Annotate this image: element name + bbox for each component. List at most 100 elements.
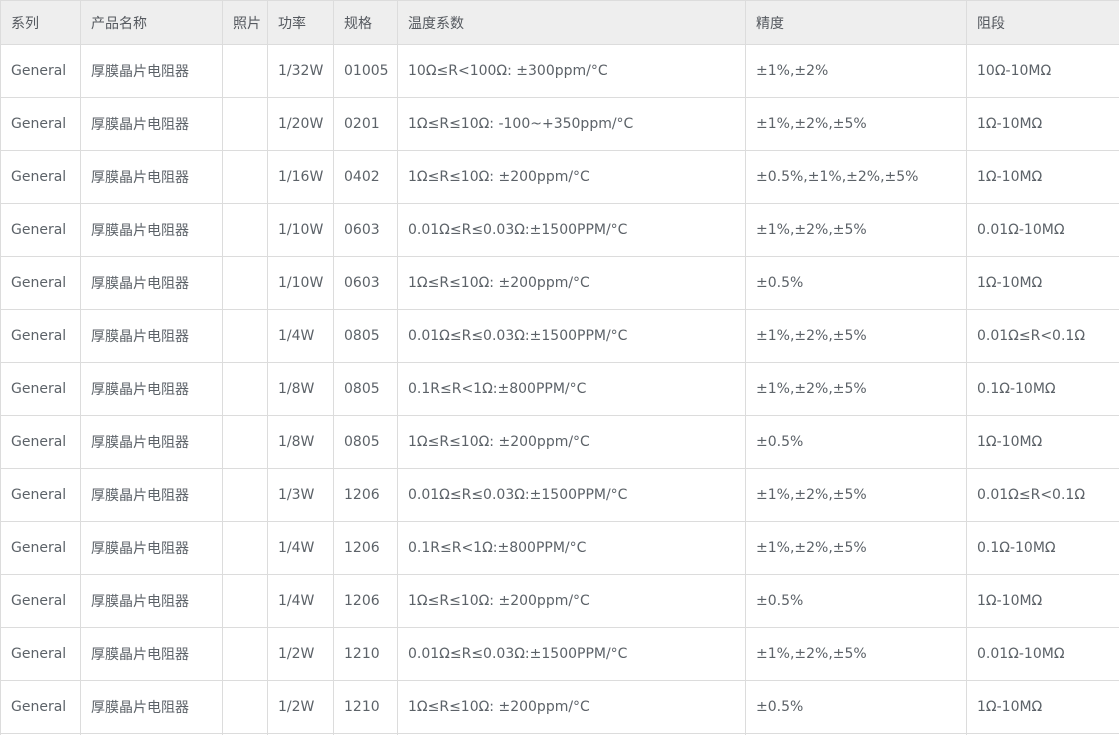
cell-range: 1Ω-10MΩ: [966, 97, 1119, 151]
cell-series: General: [0, 256, 81, 310]
cell-power: 1/3W: [267, 468, 334, 522]
cell-spec: 1206: [333, 468, 398, 522]
cell-precision: ±1%,±2%,±5%: [745, 362, 967, 416]
cell-precision: ±0.5%: [745, 680, 967, 734]
cell-spec: 1210: [333, 627, 398, 681]
table-body: General 厚膜晶片电阻器 1/32W 01005 10Ω≤R<100Ω: ±300…: [0, 44, 1119, 735]
cell-photo: [222, 362, 268, 416]
table-row: General 厚膜晶片电阻器 1/10W 0603 0.01Ω≤R≤0.03Ω:±15…: [0, 203, 1119, 257]
cell-product: 厚膜晶片电阻器: [80, 468, 223, 522]
table-row: General 厚膜晶片电阻器 1/20W 0201 1Ω≤R≤10Ω: -100~+3…: [0, 97, 1119, 151]
cell-precision: ±1%,±2%,±5%: [745, 468, 967, 522]
cell-temp_coeff: 0.1R≤R<1Ω:±800PPM/°C: [397, 521, 746, 575]
column-header-spec: 规格: [333, 0, 398, 45]
cell-temp_coeff: 0.01Ω≤R≤0.03Ω:±1500PPM/°C: [397, 309, 746, 363]
cell-series: General: [0, 415, 81, 469]
cell-product: 厚膜晶片电阻器: [80, 415, 223, 469]
cell-spec: 1206: [333, 521, 398, 575]
cell-photo: [222, 521, 268, 575]
cell-precision: ±1%,±2%,±5%: [745, 309, 967, 363]
cell-product: 厚膜晶片电阻器: [80, 203, 223, 257]
cell-range: 0.01Ω-10MΩ: [966, 627, 1119, 681]
cell-series: General: [0, 574, 81, 628]
cell-temp_coeff: 0.01Ω≤R≤0.03Ω:±1500PPM/°C: [397, 627, 746, 681]
cell-photo: [222, 44, 268, 98]
cell-product: 厚膜晶片电阻器: [80, 521, 223, 575]
cell-series: General: [0, 97, 81, 151]
column-header-range: 阻段: [966, 0, 1119, 45]
cell-photo: [222, 627, 268, 681]
cell-temp_coeff: 1Ω≤R≤10Ω: ±200ppm/°C: [397, 574, 746, 628]
cell-range: 0.1Ω-10MΩ: [966, 362, 1119, 416]
cell-precision: ±0.5%: [745, 415, 967, 469]
cell-photo: [222, 203, 268, 257]
cell-series: General: [0, 150, 81, 204]
cell-series: General: [0, 627, 81, 681]
cell-photo: [222, 680, 268, 734]
cell-series: General: [0, 362, 81, 416]
table-row-cutoff: [0, 733, 1119, 735]
table-row: General 厚膜晶片电阻器 1/10W 0603 1Ω≤R≤10Ω: ±200ppm…: [0, 256, 1119, 310]
cell-power: 1/2W: [267, 627, 334, 681]
cell-power: 1/10W: [267, 203, 334, 257]
cell-power: 1/4W: [267, 574, 334, 628]
cell-photo: [222, 415, 268, 469]
cell-product: 厚膜晶片电阻器: [80, 97, 223, 151]
cell-series: General: [0, 680, 81, 734]
cell-power: 1/4W: [267, 309, 334, 363]
cell-photo: [222, 256, 268, 310]
cell-product: 厚膜晶片电阻器: [80, 256, 223, 310]
cell-temp_coeff: 0.01Ω≤R≤0.03Ω:±1500PPM/°C: [397, 203, 746, 257]
cell-series: General: [0, 468, 81, 522]
cell-product: 厚膜晶片电阻器: [80, 362, 223, 416]
column-header-product: 产品名称: [80, 0, 223, 45]
column-header-precision: 精度: [745, 0, 967, 45]
table-row: General 厚膜晶片电阻器 1/4W 1206 1Ω≤R≤10Ω: ±200ppm/…: [0, 574, 1119, 628]
table-row: General 厚膜晶片电阻器 1/8W 0805 1Ω≤R≤10Ω: ±200ppm/…: [0, 415, 1119, 469]
cell-spec: 0805: [333, 362, 398, 416]
cell-precision: ±1%,±2%: [745, 44, 967, 98]
table-row: General 厚膜晶片电阻器 1/2W 1210 0.01Ω≤R≤0.03Ω:±150…: [0, 627, 1119, 681]
cell-range: 0.01Ω-10MΩ: [966, 203, 1119, 257]
cell-spec: 0805: [333, 415, 398, 469]
cell-precision: ±0.5%: [745, 256, 967, 310]
cell-range: 0.01Ω≤R<0.1Ω: [966, 468, 1119, 522]
cell-power: 1/20W: [267, 97, 334, 151]
cell-spec: 1210: [333, 680, 398, 734]
cell-range: 1Ω-10MΩ: [966, 256, 1119, 310]
cell-power: 1/10W: [267, 256, 334, 310]
cell-product: 厚膜晶片电阻器: [80, 574, 223, 628]
cell-spec: 0603: [333, 256, 398, 310]
cell-product: 厚膜晶片电阻器: [80, 150, 223, 204]
column-header-power: 功率: [267, 0, 334, 45]
cell-temp_coeff: 1Ω≤R≤10Ω: -100~+350ppm/°C: [397, 97, 746, 151]
cell-range: 1Ω-10MΩ: [966, 150, 1119, 204]
column-header-series: 系列: [0, 0, 81, 45]
cell-temp_coeff: 10Ω≤R<100Ω: ±300ppm/°C: [397, 44, 746, 98]
cell-photo: [222, 574, 268, 628]
cell-spec: 0201: [333, 97, 398, 151]
cell-range: 1Ω-10MΩ: [966, 574, 1119, 628]
cell-range: 0.01Ω≤R<0.1Ω: [966, 309, 1119, 363]
table-header: 系列 产品名称 照片 功率 规格 温度系数 精度 阻段: [0, 0, 1119, 45]
cell-product: 厚膜晶片电阻器: [80, 627, 223, 681]
cell-precision: ±1%,±2%,±5%: [745, 627, 967, 681]
table-row: General 厚膜晶片电阻器 1/8W 0805 0.1R≤R<1Ω:±800PPM/…: [0, 362, 1119, 416]
table-row: General 厚膜晶片电阻器 1/32W 01005 10Ω≤R<100Ω: ±300…: [0, 44, 1119, 98]
cell-series: General: [0, 44, 81, 98]
cell-series: General: [0, 203, 81, 257]
header-row: 系列 产品名称 照片 功率 规格 温度系数 精度 阻段: [0, 0, 1119, 45]
cell-product: 厚膜晶片电阻器: [80, 309, 223, 363]
cell-series: General: [0, 521, 81, 575]
cell-photo: [222, 97, 268, 151]
table-row: General 厚膜晶片电阻器 1/4W 0805 0.01Ω≤R≤0.03Ω:±150…: [0, 309, 1119, 363]
cell-power: 1/8W: [267, 415, 334, 469]
cell-spec: 0603: [333, 203, 398, 257]
cell-temp_coeff: 0.01Ω≤R≤0.03Ω:±1500PPM/°C: [397, 468, 746, 522]
table-row: General 厚膜晶片电阻器 1/3W 1206 0.01Ω≤R≤0.03Ω:±150…: [0, 468, 1119, 522]
cell-power: 1/16W: [267, 150, 334, 204]
cell-temp_coeff: 1Ω≤R≤10Ω: ±200ppm/°C: [397, 256, 746, 310]
cell-precision: ±0.5%: [745, 574, 967, 628]
cell-spec: 0805: [333, 309, 398, 363]
